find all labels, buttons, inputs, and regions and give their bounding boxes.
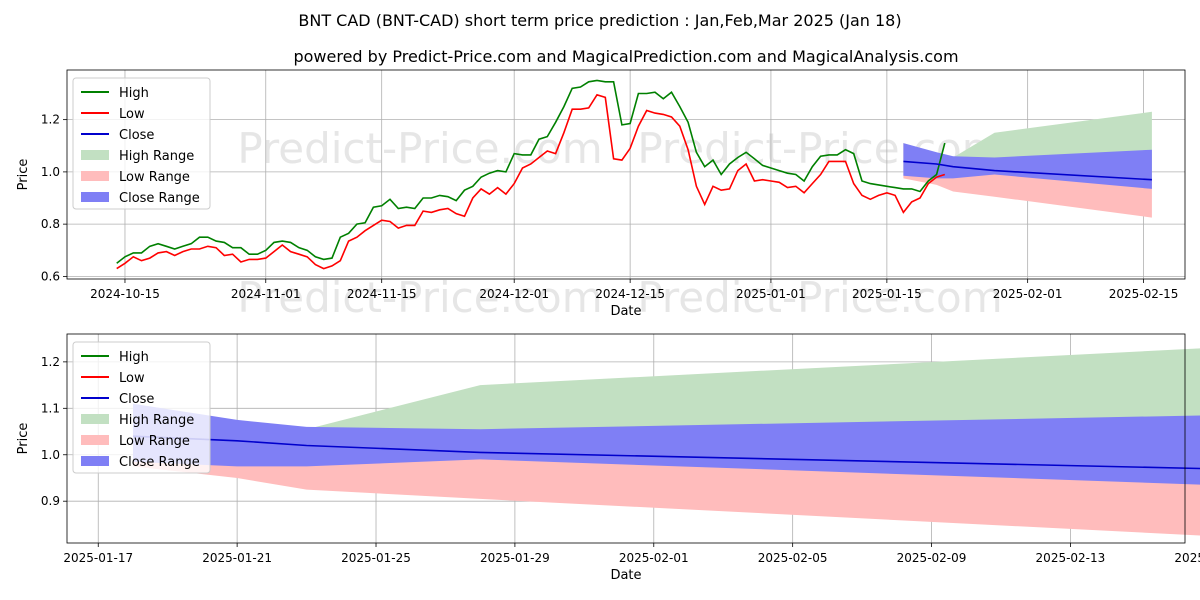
high-price-line [116, 79, 946, 264]
top-price-panel: Predict-Price.com Predict-Price.com Pred… [16, 69, 1186, 322]
y-tick-label: 1.0 [41, 448, 60, 462]
x-tick-label: 2024-12-01 [479, 287, 549, 301]
x-tick-label: 2024-10-15 [90, 287, 160, 301]
x-tick-label: 2024-11-01 [231, 287, 301, 301]
x-tick-label: 2024-12-15 [595, 287, 665, 301]
x-tick-label: 2025-02-01 [619, 551, 689, 565]
y-axis-label: Price [16, 159, 31, 191]
y-tick-label: 1.2 [41, 355, 60, 369]
x-axis-label: Date [610, 304, 641, 319]
low-range-band [133, 403, 1200, 536]
y-tick-label: 0.6 [41, 269, 60, 283]
legend-low-range-label: Low Range [119, 170, 190, 185]
x-tick-label: 2025-01-21 [202, 551, 272, 565]
x-tick-label: 2025-01-25 [341, 551, 411, 565]
bottom-forecast-panel: Predict-Price.com Predict-Price.com 2025… [16, 333, 1200, 583]
legend-high-range-swatch [81, 414, 109, 424]
y-tick-label: 0.9 [41, 494, 60, 508]
x-tick-label: 2025-02-09 [897, 551, 967, 565]
legend-close-range-label: Close Range [119, 191, 200, 206]
x-axis-label: Date [610, 568, 641, 583]
watermark-text: Predict-Price.com [237, 273, 602, 322]
y-tick-label: 1.1 [41, 401, 60, 415]
chart-subtitle: powered by Predict-Price.com and Magical… [293, 47, 958, 66]
legend-low-range-label: Low Range [119, 434, 190, 449]
close-forecast-line [903, 160, 1152, 181]
plot-frame [66, 69, 1186, 280]
x-tick-label: 2025-02-17 [1174, 551, 1200, 565]
x-tick-label: 2025-02-05 [758, 551, 828, 565]
legend-close-range-label: Close Range [119, 455, 200, 470]
low-range-band [903, 143, 1152, 218]
low-price-line [116, 93, 946, 270]
y-tick-label: 1.2 [41, 113, 60, 127]
watermark-text: Predict-Price.com [237, 124, 602, 173]
x-tick-label: 2025-01-17 [63, 551, 133, 565]
x-tick-label: 2025-01-01 [736, 287, 806, 301]
close-range-band [903, 143, 1152, 189]
legend-high-label: High [119, 350, 149, 365]
x-tick-label: 2025-02-01 [993, 287, 1063, 301]
legend-low-range-swatch [81, 435, 109, 445]
y-axis-label: Price [16, 423, 31, 455]
y-tick-label: 0.8 [41, 217, 60, 231]
legend-close-range-swatch [81, 456, 109, 466]
x-tick-label: 2025-01-29 [480, 551, 550, 565]
legend-low-range-swatch [81, 171, 109, 181]
x-tick-label: 2025-01-15 [852, 287, 922, 301]
legend-close-range-swatch [81, 192, 109, 202]
legend-low-label: Low [119, 371, 145, 386]
legend-high-range-label: High Range [119, 149, 194, 164]
watermark-text: Predict-Price.com [637, 273, 1002, 322]
x-tick-label: 2025-02-13 [1036, 551, 1106, 565]
x-tick-label: 2025-02-15 [1109, 287, 1179, 301]
legend-close-label: Close [119, 392, 154, 407]
plot-frame [66, 333, 1186, 544]
legend-low-label: Low [119, 107, 145, 122]
x-tick-label: 2024-11-15 [347, 287, 417, 301]
chart-title: BNT CAD (BNT-CAD) short term price predi… [298, 11, 901, 30]
legend-close-label: Close [119, 128, 154, 143]
legend-high-label: High [119, 86, 149, 101]
legend-high-range-swatch [81, 150, 109, 160]
close-range-band [133, 403, 1200, 485]
y-tick-label: 1.0 [41, 165, 60, 179]
legend-high-range-label: High Range [119, 413, 194, 428]
